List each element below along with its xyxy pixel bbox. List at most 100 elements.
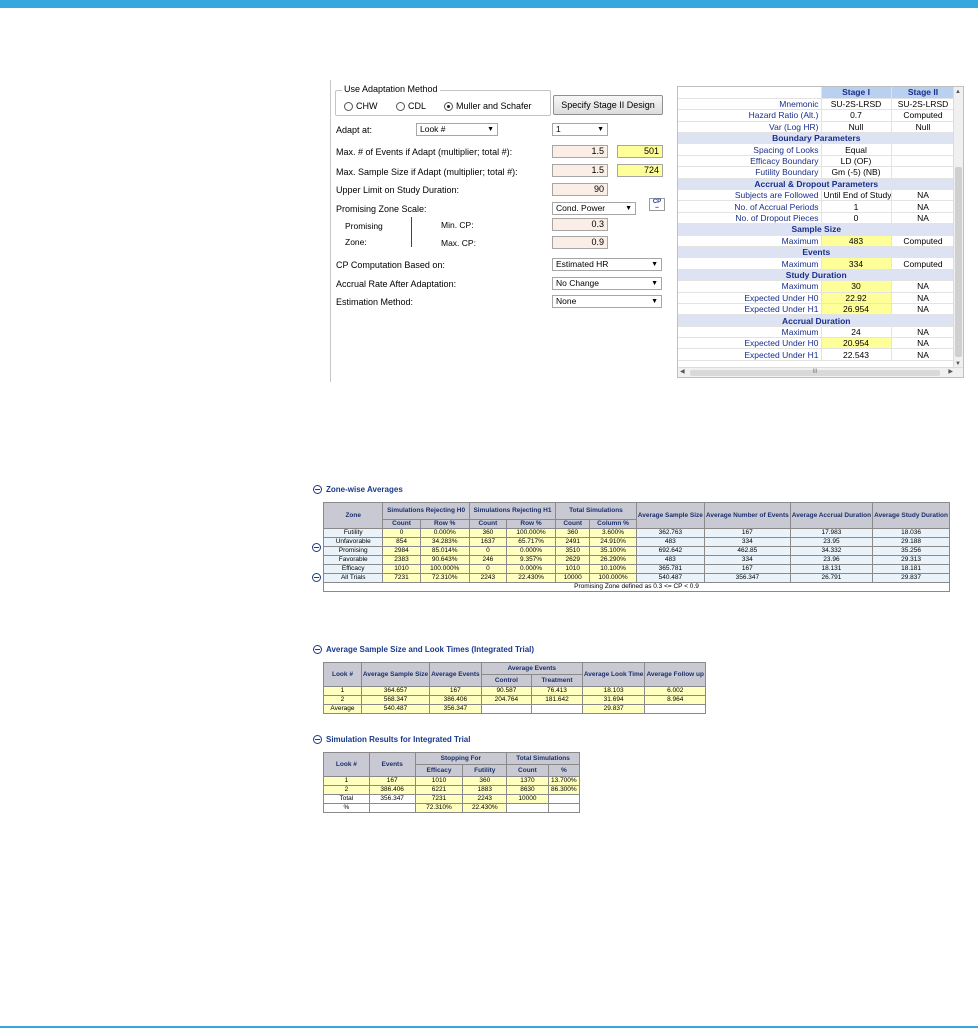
stage-i-cell[interactable]: 30 — [821, 280, 892, 293]
max-cp-input[interactable]: 0.9 — [552, 236, 608, 249]
table-cell: 0 — [382, 528, 421, 538]
stage-ii-cell[interactable]: NA — [891, 212, 956, 225]
stage-ii-cell[interactable]: Null — [891, 121, 956, 134]
bottom-accent-line — [0, 1026, 978, 1028]
table-cell: 1010 — [382, 564, 421, 574]
table-cell: Favorable — [322, 555, 384, 565]
table-cell: 85.014% — [419, 546, 470, 556]
radio-cdl[interactable]: CDL — [396, 101, 426, 111]
table-cell: Average — [323, 704, 362, 714]
table-cell: 18.103 — [581, 686, 646, 696]
cp-chart-icon[interactable]: CP ⎯ — [649, 198, 665, 211]
table-cell: 24.910% — [589, 537, 637, 547]
stage-ii-cell[interactable] — [891, 166, 956, 179]
specify-stage-ii-button[interactable]: Specify Stage II Design — [553, 95, 663, 115]
promising-zone-scale-select[interactable]: Cond. Power ▼ — [552, 202, 636, 215]
zone-averages-section-title[interactable]: Zone-wise Averages — [313, 485, 403, 494]
look-number-select[interactable]: 1 ▼ — [552, 123, 608, 136]
stage-i-cell[interactable]: Null — [821, 121, 892, 134]
stage-ii-cell[interactable]: Computed — [891, 109, 956, 122]
adapt-at-select[interactable]: Look # ▼ — [416, 123, 498, 136]
stage-i-cell[interactable]: SU-2S-LRSD — [821, 98, 892, 111]
table-row: Favorable 2383 90.643% 246 9.357% 2629 26.290%… — [322, 555, 950, 565]
collapse-icon[interactable] — [313, 735, 322, 744]
stage-ii-cell[interactable] — [891, 155, 956, 168]
table-cell — [506, 803, 549, 813]
table-cell: 0.000% — [505, 546, 557, 556]
stage-i-cell[interactable]: 1 — [821, 200, 892, 213]
stage-i-cell[interactable]: Until End of Study — [821, 189, 892, 202]
stage-ii-cell[interactable]: NA — [891, 189, 956, 202]
vertical-scrollbar[interactable]: ▲ ▼ — [953, 87, 963, 369]
stage-ii-cell[interactable]: Computed — [891, 235, 956, 247]
stage-ii-cell[interactable]: NA — [891, 326, 956, 339]
scroll-right-icon[interactable]: ▶ — [948, 369, 953, 375]
scroll-down-icon[interactable]: ▼ — [955, 361, 961, 367]
table-cell: 13.700% — [547, 776, 581, 786]
table-cell: 2 — [323, 785, 370, 795]
stage-grid-section-row: Sample Size — [678, 223, 956, 236]
stage-i-cell[interactable]: 22.92 — [821, 292, 892, 304]
min-cp-input[interactable]: 0.3 — [552, 218, 608, 231]
table-cell: 2491 — [555, 537, 591, 547]
table-cell: 0 — [468, 546, 507, 556]
stage-i-cell[interactable]: 20.954 — [821, 337, 892, 350]
vertical-scroll-thumb[interactable] — [955, 167, 962, 357]
section-title: Accrual & Dropout Parameters — [678, 178, 956, 191]
row-label: Efficacy Boundary — [678, 155, 822, 168]
stage-i-cell[interactable]: 26.954 — [821, 303, 892, 316]
max-events-label: Max. # of Events if Adapt (multiplier; t… — [336, 147, 513, 157]
table-row: % 72.310% 22.430% — [323, 803, 581, 813]
scroll-left-icon[interactable]: ◀ — [680, 369, 685, 375]
table-cell: 26.290% — [589, 555, 637, 565]
scroll-up-icon[interactable]: ▲ — [955, 89, 961, 95]
stage-i-cell[interactable]: 0.7 — [821, 109, 892, 122]
ss-look-section-title[interactable]: Average Sample Size and Look Times (Inte… — [313, 645, 534, 654]
table-cell: 1010 — [414, 776, 464, 786]
max-sample-multiplier-input[interactable]: 1.5 — [552, 164, 608, 177]
radio-muller-schafer[interactable]: Muller and Schafer — [444, 101, 532, 111]
stage-i-cell[interactable]: Gm (-5) (NB) — [821, 166, 892, 179]
collapse-icon[interactable] — [313, 485, 322, 494]
stage-ii-cell[interactable]: NA — [891, 280, 956, 293]
stage-i-cell[interactable]: 22.543 — [821, 348, 892, 361]
table-row: 1 167 1010 360 1370 13.700% — [323, 776, 581, 786]
radio-chw[interactable]: CHW — [344, 101, 378, 111]
cp-computation-select[interactable]: Estimated HR ▼ — [552, 258, 662, 271]
accrual-rate-select[interactable]: No Change ▼ — [552, 277, 662, 290]
stage-ii-cell[interactable]: NA — [891, 303, 956, 316]
stage-i-cell[interactable]: Equal — [821, 143, 892, 156]
stage-ii-cell[interactable]: SU-2S-LRSD — [891, 98, 956, 111]
sim-results-section-title[interactable]: Simulation Results for Integrated Trial — [313, 735, 470, 744]
estimation-method-select[interactable]: None ▼ — [552, 295, 662, 308]
collapse-icon[interactable] — [313, 645, 322, 654]
row-label: Hazard Ratio (Alt.) — [678, 109, 822, 122]
max-events-multiplier-input[interactable]: 1.5 — [552, 145, 608, 158]
radio-selected-icon — [444, 101, 453, 111]
stage-i-cell[interactable]: 0 — [821, 212, 892, 225]
table-cell: 7231 — [414, 794, 464, 804]
stage-ii-cell[interactable]: NA — [891, 292, 956, 304]
stage-i-cell[interactable]: 24 — [821, 326, 892, 339]
table-cell: 100.000% — [589, 573, 637, 583]
upper-limit-input[interactable]: 90 — [552, 183, 608, 196]
stage-i-cell[interactable]: LD (OF) — [821, 155, 892, 168]
stage-i-cell[interactable]: 483 — [821, 235, 892, 247]
stage-ii-cell[interactable]: NA — [891, 337, 956, 350]
stage-ii-cell[interactable]: Computed — [891, 257, 956, 270]
ss-look-table: Look # Average Sample Size Average Event… — [323, 662, 706, 714]
stage-ii-cell[interactable]: NA — [891, 348, 956, 361]
collapse-icon[interactable] — [312, 543, 321, 552]
table-cell: 386.406 — [429, 695, 482, 705]
collapse-icon[interactable] — [312, 573, 321, 582]
top-accent-bar — [0, 0, 978, 8]
stage-ii-cell[interactable] — [891, 143, 956, 156]
stage-ii-cell[interactable]: NA — [891, 200, 956, 213]
avg-events-group-header: Average Events — [480, 662, 583, 675]
horizontal-scrollbar[interactable]: ◀ III ▶ — [678, 367, 963, 377]
table-cell: 0.000% — [505, 564, 557, 574]
table-cell: 356.347 — [368, 794, 416, 804]
stage-i-cell[interactable]: 334 — [821, 257, 892, 270]
horizontal-scroll-thumb[interactable]: III — [690, 369, 940, 376]
table-cell: Unfavorable — [322, 537, 384, 547]
